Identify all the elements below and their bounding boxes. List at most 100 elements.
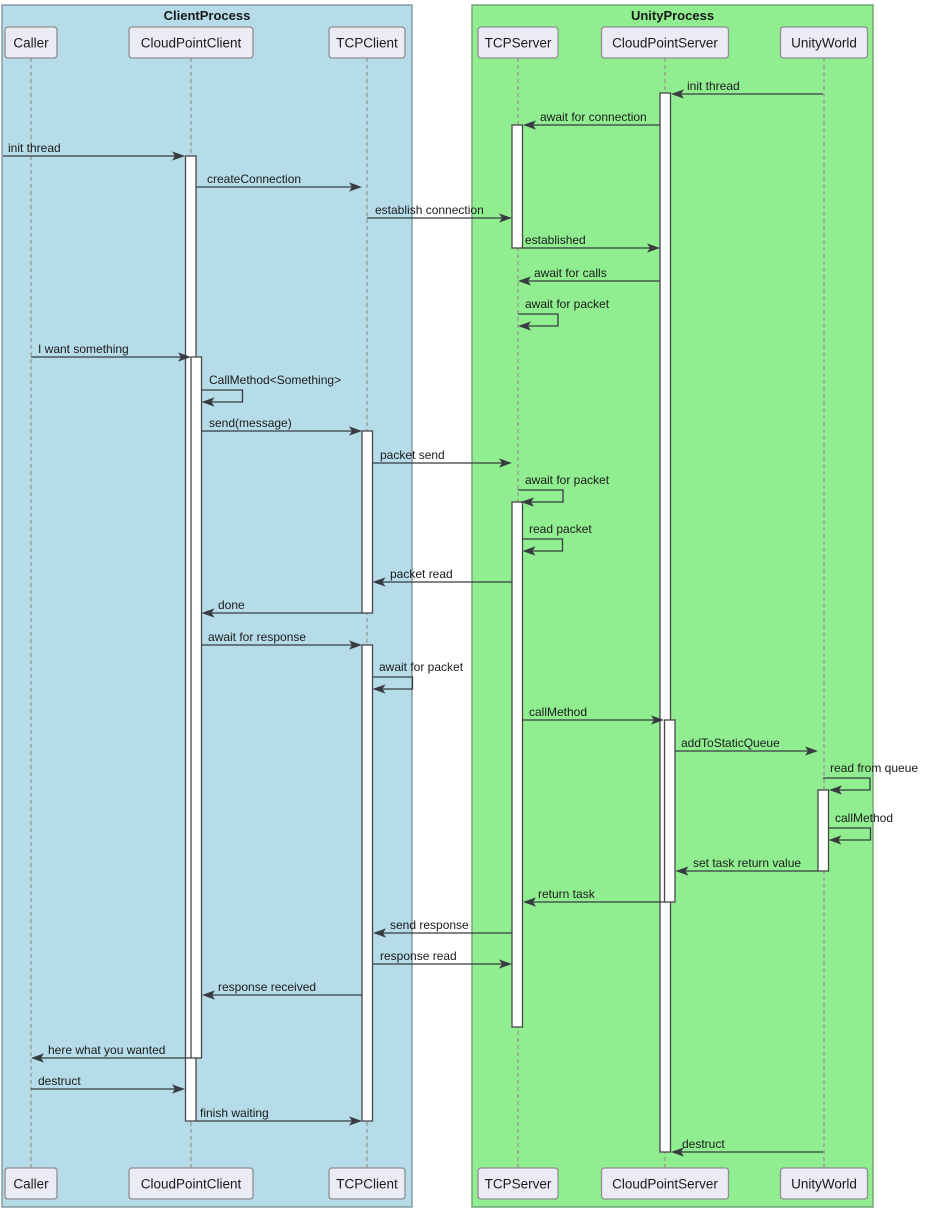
- message-label: response read: [380, 949, 457, 963]
- arrowhead-icon: [372, 577, 386, 587]
- arrowhead-icon: [675, 866, 689, 876]
- message-self-9: CallMethod<Something>: [201, 373, 341, 407]
- message-label: establish connection: [375, 203, 484, 217]
- participant-box-bottom-cloud-point-client: [128, 1167, 254, 1200]
- arrowhead-icon: [522, 546, 536, 556]
- message-23: return task: [523, 887, 665, 907]
- message-label: response received: [218, 980, 316, 994]
- participant-label-bottom-cloud-point-server: CloudPointServer: [612, 1177, 718, 1192]
- message-label: CallMethod<Something>: [209, 373, 341, 387]
- arrowhead-icon: [805, 746, 818, 756]
- arrowhead-icon: [201, 397, 215, 407]
- arrowhead-icon: [499, 458, 512, 468]
- message-label: createConnection: [207, 172, 301, 186]
- message-label: init thread: [687, 79, 740, 93]
- activation-bar-tcp-client: [361, 430, 374, 614]
- participant-box-top-tcp-server: [477, 26, 559, 59]
- message-self-20: read from queue: [823, 761, 918, 795]
- arrowhead-icon: [178, 352, 191, 362]
- participant-label-top-tcp-client: TCPClient: [336, 36, 398, 51]
- message-self-7: await for packet: [518, 297, 610, 331]
- message-label: done: [218, 598, 245, 612]
- message-label: destruct: [682, 1137, 725, 1151]
- message-14: packet read: [372, 567, 512, 587]
- participant-label-top-caller: Caller: [13, 36, 49, 51]
- arrowhead-icon: [349, 426, 362, 436]
- message-1: await for connection: [523, 110, 660, 130]
- activation-bar-cloud-point-server: [663, 719, 676, 903]
- participant-box-bottom-caller: [4, 1167, 58, 1200]
- arrowhead-icon: [647, 243, 660, 253]
- arrowhead-icon: [829, 785, 842, 795]
- activation-bar-unity-world: [817, 789, 830, 872]
- message-label: await for packet: [525, 473, 610, 487]
- frame-title: UnityProcess: [631, 8, 714, 23]
- message-label: destruct: [38, 1074, 81, 1088]
- message-label: callMethod: [529, 705, 587, 719]
- message-5: established: [523, 233, 660, 253]
- arrowhead-icon: [518, 276, 531, 286]
- participant-label-top-tcp-server: TCPServer: [485, 36, 552, 51]
- message-27: here what you wanted: [31, 1043, 191, 1063]
- arrowhead-icon: [651, 715, 664, 725]
- participant-box-top-cloud-point-server: [600, 26, 730, 59]
- participant-box-top-caller: [4, 26, 58, 59]
- arrowhead-icon: [523, 120, 536, 130]
- message-16: await for response: [201, 630, 362, 650]
- participant-label-top-cloud-point-client: CloudPointClient: [141, 36, 242, 51]
- activation-bar-tcp-server: [511, 501, 524, 1028]
- participant-box-bottom-tcp-server: [477, 1167, 559, 1200]
- message-label: read packet: [529, 522, 592, 536]
- message-26: response received: [202, 980, 362, 1000]
- message-label: return task: [538, 887, 596, 901]
- arrowhead-icon: [349, 640, 362, 650]
- message-label: callMethod: [835, 811, 893, 825]
- message-label: await for response: [208, 630, 306, 644]
- message-label: await for packet: [525, 297, 610, 311]
- arrowhead-icon: [202, 990, 215, 1000]
- message-self-17: await for packet: [372, 660, 464, 694]
- participant-label-bottom-tcp-server: TCPServer: [485, 1177, 552, 1192]
- arrowhead-icon: [373, 928, 386, 938]
- message-3: createConnection: [196, 172, 362, 192]
- participant-label-bottom-tcp-client: TCPClient: [336, 1177, 398, 1192]
- process-frame-unityprocess: [471, 4, 874, 1208]
- message-label: established: [525, 233, 586, 247]
- message-label: here what you wanted: [48, 1043, 165, 1057]
- message-label: await for packet: [379, 660, 464, 674]
- message-19: addToStaticQueue: [675, 736, 818, 756]
- arrowhead-icon: [349, 1116, 362, 1126]
- message-30: destruct: [671, 1137, 823, 1157]
- message-8: I want something: [31, 342, 191, 362]
- message-2: init thread: [3, 141, 185, 161]
- message-24: send response: [373, 918, 512, 938]
- participant-box-top-cloud-point-client: [128, 26, 254, 59]
- message-label: packet read: [390, 567, 453, 581]
- activation-bar-cloud-point-server: [659, 92, 672, 1153]
- participant-label-top-unity-world: UnityWorld: [791, 36, 857, 51]
- arrowhead-icon: [31, 1053, 44, 1063]
- message-28: destruct: [31, 1074, 185, 1094]
- frame-title: ClientProcess: [164, 8, 251, 23]
- message-10: send(message): [201, 416, 362, 436]
- message-self-13: read packet: [522, 522, 592, 556]
- message-18: callMethod: [522, 705, 664, 725]
- message-label: addToStaticQueue: [681, 736, 780, 750]
- message-0: init thread: [671, 79, 823, 99]
- message-4: establish connection: [367, 203, 512, 223]
- message-label: send(message): [209, 416, 292, 430]
- message-6: await for calls: [518, 266, 660, 286]
- arrowhead-icon: [671, 1147, 684, 1157]
- arrowhead-icon: [172, 151, 185, 161]
- message-label: await for connection: [540, 110, 647, 124]
- participant-box-bottom-tcp-client: [328, 1167, 406, 1200]
- message-label: init thread: [8, 141, 61, 155]
- message-label: finish waiting: [200, 1106, 269, 1120]
- participant-label-top-cloud-point-server: CloudPointServer: [612, 36, 718, 51]
- participant-box-bottom-unity-world: [779, 1167, 869, 1200]
- participant-box-top-tcp-client: [328, 26, 406, 59]
- arrowhead-icon: [499, 213, 512, 223]
- participant-box-bottom-cloud-point-server: [600, 1167, 730, 1200]
- arrowhead-icon: [372, 684, 386, 694]
